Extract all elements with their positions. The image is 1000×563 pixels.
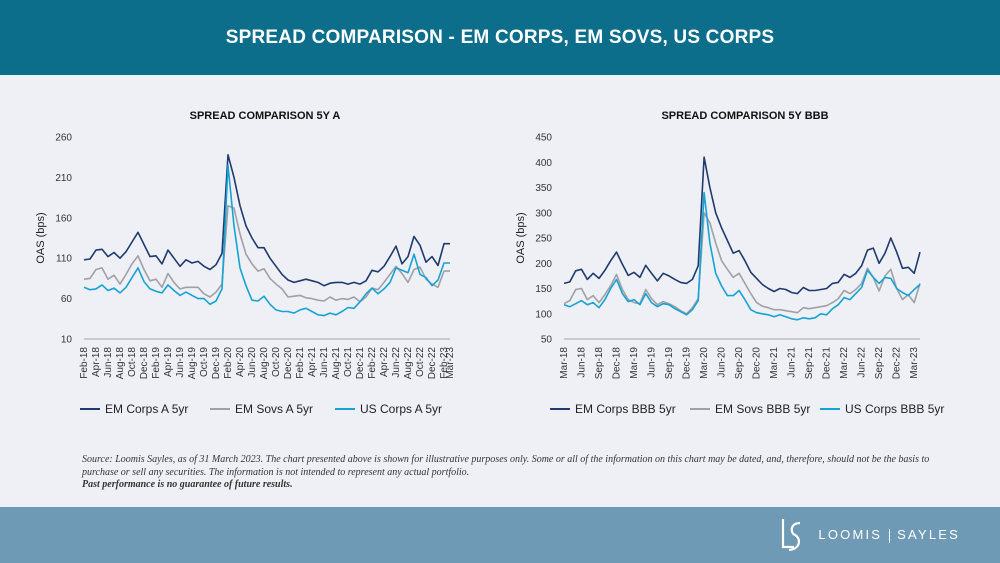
source-note: Source: Loomis Sayles, as of 31 March 20…: [82, 454, 942, 492]
y-axis-label: OAS (bps): [35, 212, 47, 263]
y-tick-label: 450: [535, 133, 552, 144]
chart-panel: SPREAD COMPARISON 5Y A OAS (bps) 10 60 110 16…: [0, 75, 1000, 507]
x-tick-label: Jun-22: [391, 347, 402, 378]
x-tick-label: Sep-19: [664, 347, 675, 380]
x-tick-label: Dec-19: [211, 347, 222, 380]
x-tick-label: Oct-18: [127, 347, 138, 377]
x-tick-label: Apr-22: [379, 347, 390, 377]
y-tick-label: 250: [535, 234, 552, 245]
y-tick-label: 210: [55, 173, 72, 184]
page-title: SPREAD COMPARISON - EM CORPS, EM SOVS, U…: [225, 26, 775, 48]
y-tick-label: 50: [541, 335, 553, 346]
x-tick-label: Dec-22: [427, 347, 438, 380]
logo-word-loomis: LOOMIS: [818, 527, 883, 543]
y-tick-label: 160: [55, 213, 72, 224]
logo-word-sayles: SAYLES: [897, 527, 960, 543]
x-tick-label: Feb-20: [223, 347, 234, 379]
series-line-1: [563, 156, 921, 295]
x-tick-label: Feb-21: [295, 347, 306, 379]
x-tick-label: Sep-18: [594, 347, 605, 380]
y-tick-label: 200: [535, 259, 552, 270]
x-tick-label: Feb-18: [79, 347, 90, 379]
series-line-3: [83, 164, 450, 317]
loomis-sayles-logo: LOOMIS SAYLES: [778, 517, 960, 553]
legend-label: US Corps A 5yr: [360, 402, 442, 416]
x-tick-label: Sep-20: [734, 347, 745, 380]
x-tick-label: Jun-18: [577, 347, 588, 378]
y-tick-label: 400: [535, 158, 552, 169]
x-tick-label: Jun-22: [857, 347, 868, 378]
footer-bar: LOOMIS SAYLES: [0, 507, 1000, 563]
x-tick-label: Jun-18: [103, 347, 114, 378]
x-tick-label: Apr-21: [307, 347, 318, 377]
x-tick-label: Dec-18: [139, 347, 150, 380]
x-tick-label: Aug-20: [259, 347, 270, 380]
y-tick-label: 260: [55, 133, 72, 144]
y-tick-label: 60: [61, 294, 73, 305]
x-tick-label: Jun-19: [175, 347, 186, 378]
x-tick-label: Jun-19: [647, 347, 658, 378]
y-axis-label: OAS (bps): [515, 212, 527, 263]
x-tick-label: Dec-20: [283, 347, 294, 380]
x-tick-label: Mar-23: [909, 347, 920, 379]
x-tick-label: Oct-22: [415, 347, 426, 377]
y-tick-label: 350: [535, 183, 552, 194]
legend-label: US Corps BBB 5yr: [845, 402, 944, 416]
header-banner: SPREAD COMPARISON - EM CORPS, EM SOVS, U…: [0, 0, 1000, 75]
x-tick-label: Oct-19: [199, 347, 210, 377]
legend-label: EM Corps A 5yr: [105, 402, 188, 416]
x-tick-label: Apr-20: [235, 347, 246, 377]
x-tick-label: Aug-19: [187, 347, 198, 380]
x-tick-label: Jun-20: [247, 347, 258, 378]
y-tick-label: 110: [56, 254, 72, 265]
x-tick-label: Mar-22: [839, 347, 850, 379]
x-tick-label: Mar-21: [769, 347, 780, 379]
x-tick-label: Mar-23: [445, 347, 456, 379]
series-line-1: [83, 154, 450, 287]
x-tick-label: Aug-21: [331, 347, 342, 380]
source-text: Source: Loomis Sayles, as of 31 March 20…: [82, 454, 930, 478]
x-tick-label: Dec-18: [612, 347, 623, 380]
logo-wordmark: LOOMIS SAYLES: [818, 527, 960, 543]
y-tick-label: 300: [535, 208, 552, 219]
chart-5y-bbb: SPREAD COMPARISON 5Y BBB OAS (bps) 50 100 15…: [515, 110, 944, 416]
y-tick-label: 150: [535, 284, 552, 295]
x-tick-label: Feb-22: [367, 347, 378, 379]
x-tick-label: Jun-21: [787, 347, 798, 378]
x-tick-label: Dec-21: [822, 347, 833, 380]
chart-title: SPREAD COMPARISON 5Y A: [190, 110, 341, 122]
x-tick-label: Apr-18: [91, 347, 102, 377]
x-tick-label: Jun-21: [319, 347, 330, 378]
logo-ls-icon: [782, 519, 801, 552]
x-tick-label: Feb-23: [439, 347, 450, 379]
x-tick-label: Dec-21: [355, 347, 366, 380]
legend-label: EM Sovs A 5yr: [235, 402, 313, 416]
x-tick-label: Dec-22: [892, 347, 903, 380]
logo-divider: [889, 528, 891, 543]
x-tick-label: Sep-22: [874, 347, 885, 380]
chart-5y-a: SPREAD COMPARISON 5Y A OAS (bps) 10 60 110 16…: [35, 110, 456, 416]
x-tick-label: Mar-18: [559, 347, 570, 379]
series-line-3: [563, 191, 921, 321]
series-line-2: [83, 204, 450, 303]
legend-label: EM Corps BBB 5yr: [575, 402, 676, 416]
x-tick-label: Oct-21: [343, 347, 354, 377]
y-tick-label: 10: [61, 335, 73, 346]
x-tick-label: Feb-19: [151, 347, 162, 379]
performance-disclaimer: Past performance is no guarantee of futu…: [82, 479, 293, 491]
x-tick-label: Mar-19: [629, 347, 640, 379]
series-line-2: [563, 212, 921, 315]
legend-label: EM Sovs BBB 5yr: [715, 402, 810, 416]
x-tick-label: Sep-21: [804, 347, 815, 380]
x-tick-label: Dec-19: [682, 347, 693, 380]
x-tick-label: Jun-20: [717, 347, 728, 378]
x-tick-label: Aug-22: [403, 347, 414, 380]
y-tick-label: 100: [535, 309, 552, 320]
x-tick-label: Oct-20: [271, 347, 282, 377]
x-tick-label: Aug-18: [115, 347, 126, 380]
chart-title: SPREAD COMPARISON 5Y BBB: [661, 110, 828, 122]
x-tick-label: Dec-20: [752, 347, 763, 380]
x-tick-label: Apr-19: [163, 347, 174, 377]
x-tick-label: Mar-20: [699, 347, 710, 379]
